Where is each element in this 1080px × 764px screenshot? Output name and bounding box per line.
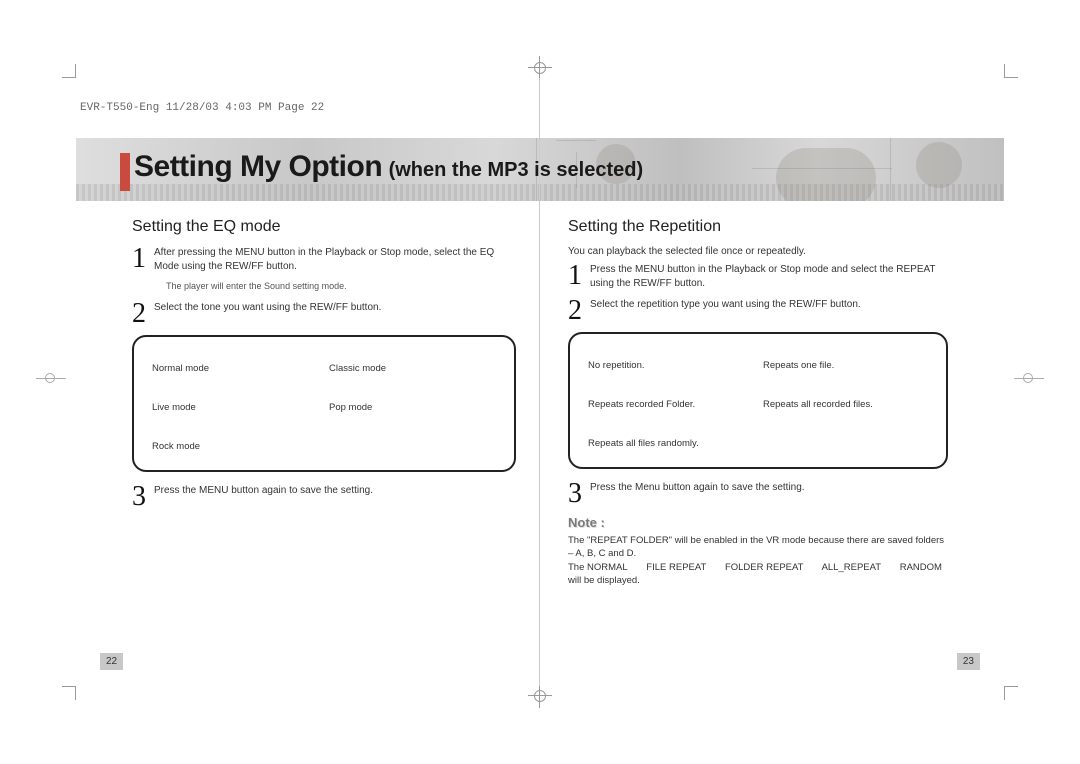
repeat-modes-panel: No repetition. Repeats one file. Repeats… (568, 332, 948, 469)
crop-corner (1004, 64, 1018, 78)
note-seg: ALL_REPEAT (822, 562, 882, 573)
page-number-value: 22 (100, 653, 123, 670)
title-accent-bar (120, 153, 130, 191)
eq-mode-live: Live mode (152, 402, 319, 413)
left-page: Setting the EQ mode 1 After pressing the… (76, 218, 540, 638)
repeat-random: Repeats all files randomly. (588, 438, 753, 449)
repeat-empty (763, 438, 928, 449)
right-page: Setting the Repetition You can playback … (540, 218, 1004, 638)
page-title: Setting My Option (when the MP3 is selec… (134, 150, 643, 184)
repeat-folder: Repeats recorded Folder. (588, 399, 753, 410)
eq-step-1-subnote: The player will enter the Sound setting … (166, 281, 516, 291)
eq-step-1: 1 After pressing the MENU button in the … (132, 246, 516, 273)
note-label: Note : (568, 515, 948, 530)
note-seg: FOLDER REPEAT (725, 562, 803, 573)
rep-intro: You can playback the selected file once … (568, 246, 948, 257)
imposition-header: EVR-T550-Eng 11/28/03 4:03 PM Page 22 (80, 102, 324, 114)
note-seg: FILE REPEAT (646, 562, 706, 573)
note-body: The "REPEAT FOLDER" will be enabled in t… (568, 534, 948, 587)
page-spread: EVR-T550-Eng 11/28/03 4:03 PM Page 22 Se… (76, 78, 1004, 686)
title-main: Setting My Option (134, 150, 382, 183)
note-end: will be displayed. (568, 575, 640, 586)
step-number: 2 (132, 301, 154, 327)
eq-mode-normal: Normal mode (152, 363, 319, 374)
note-seg: The NORMAL (568, 562, 628, 573)
eq-modes-panel: Normal mode Classic mode Live mode Pop m… (132, 335, 516, 472)
step-number: 1 (132, 246, 154, 272)
crop-corner (1004, 686, 1018, 700)
crop-corner (62, 64, 76, 78)
step-text: Press the MENU button again to save the … (154, 484, 516, 498)
eq-step-2: 2 Select the tone you want using the REW… (132, 301, 516, 327)
page-number-left: 22 (100, 653, 123, 670)
eq-mode-classic: Classic mode (329, 363, 496, 374)
content-columns: Setting the EQ mode 1 After pressing the… (76, 218, 1004, 638)
eq-mode-empty (329, 441, 496, 452)
fold-mark-left (36, 348, 66, 408)
page-number-right: 23 (957, 653, 980, 670)
eq-mode-rock: Rock mode (152, 441, 319, 452)
step-text: After pressing the MENU button in the Pl… (154, 246, 516, 273)
note-seg: RANDOM (900, 562, 942, 573)
eq-step-3: 3 Press the MENU button again to save th… (132, 484, 516, 510)
repeat-none: No repetition. (588, 360, 753, 371)
step-text: Press the Menu button again to save the … (590, 481, 948, 495)
step-text: Select the tone you want using the REW/F… (154, 301, 516, 315)
registration-mark-top (528, 56, 552, 80)
rep-step-1: 1 Press the MENU button in the Playback … (568, 263, 948, 290)
step-number: 2 (568, 298, 590, 324)
repeat-all: Repeats all recorded files. (763, 399, 928, 410)
title-banner: Setting My Option (when the MP3 is selec… (76, 138, 1004, 201)
note-line-1: The "REPEAT FOLDER" will be enabled in t… (568, 535, 944, 559)
rep-step-3: 3 Press the Menu button again to save th… (568, 481, 948, 507)
registration-mark-bottom (528, 684, 552, 708)
fold-mark-right (1014, 348, 1044, 408)
crop-corner (62, 686, 76, 700)
eq-mode-pop: Pop mode (329, 402, 496, 413)
rep-step-2: 2 Select the repetition type you want us… (568, 298, 948, 324)
step-number: 3 (568, 481, 590, 507)
title-sub: (when the MP3 is selected) (389, 159, 644, 181)
step-text: Press the MENU button in the Playback or… (590, 263, 948, 290)
rep-subhead: Setting the Repetition (568, 218, 948, 236)
step-number: 1 (568, 263, 590, 289)
page-number-value: 23 (957, 653, 980, 670)
eq-subhead: Setting the EQ mode (132, 218, 516, 236)
step-number: 3 (132, 484, 154, 510)
step-text: Select the repetition type you want usin… (590, 298, 948, 312)
repeat-one: Repeats one file. (763, 360, 928, 371)
